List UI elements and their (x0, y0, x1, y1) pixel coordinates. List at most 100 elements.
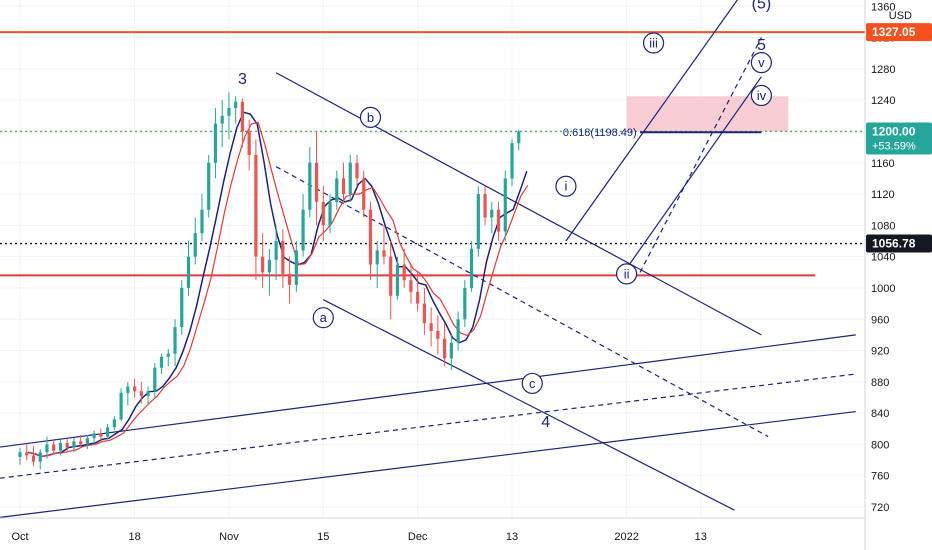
x-tick-label: 18 (128, 531, 140, 543)
wave-label-circle (359, 106, 382, 128)
candle (200, 209, 204, 234)
candle (65, 442, 69, 448)
wave-label-circle (642, 32, 665, 54)
candle (483, 194, 487, 218)
y-tick-label: 720 (871, 502, 889, 514)
candle (227, 107, 231, 116)
wave-label: v (758, 55, 765, 70)
candle (288, 273, 292, 285)
candle (294, 250, 298, 285)
y-tick-label: 800 (871, 439, 889, 451)
candle (254, 154, 258, 257)
price-badge-sub: +53.59% (872, 140, 916, 152)
candle (314, 162, 319, 202)
grid (0, 0, 865, 518)
candle (348, 162, 352, 195)
wave-label: iii (649, 36, 658, 51)
wave-label-circle (312, 307, 334, 329)
candle (517, 131, 521, 144)
candle (106, 427, 110, 437)
time-axis: Oct 18 Nov 15 Dec 13 2022 13 (0, 517, 865, 543)
y-tick-label: 920 (871, 346, 889, 358)
x-tick-label: Oct (11, 531, 28, 543)
wave-label: (5) (752, 0, 772, 12)
candle (281, 241, 285, 274)
candle (180, 287, 184, 328)
x-tick-label: 13 (695, 531, 707, 543)
candle (25, 452, 29, 456)
candle (72, 441, 76, 448)
wave-label: c (529, 376, 536, 391)
x-tick-label: 2022 (614, 531, 638, 543)
wave-label: 4 (541, 414, 550, 431)
candle (52, 444, 56, 451)
candle (261, 256, 265, 273)
wave-label-circle (750, 84, 773, 107)
candle (92, 433, 96, 439)
candle (436, 330, 440, 339)
candle (166, 353, 170, 357)
wave-label: iv (757, 88, 767, 103)
candle (335, 178, 339, 202)
candle (274, 241, 278, 260)
y-tick-label: 840 (871, 408, 889, 420)
price-badge-label: 1200.00 (872, 124, 916, 138)
candle (355, 162, 359, 179)
candle (308, 162, 312, 210)
candles (18, 92, 521, 470)
candle (422, 303, 426, 324)
candle (510, 143, 514, 179)
candle (456, 319, 460, 343)
price-badge (866, 234, 932, 253)
x-tick-label: Nov (219, 531, 239, 543)
currency-label: USD (889, 10, 912, 22)
y-tick-label: 960 (871, 314, 889, 326)
candle (267, 259, 271, 273)
candle (38, 452, 42, 462)
wave-label: 3 (238, 71, 247, 88)
price-axis: 1360132012801240120011601120108010401000… (864, 0, 932, 550)
candle (112, 419, 116, 428)
candle (58, 442, 63, 451)
candle (45, 444, 49, 453)
candle (207, 162, 211, 210)
candle (247, 131, 251, 155)
candle (469, 248, 474, 288)
candle (193, 233, 197, 257)
candle (382, 250, 386, 257)
x-tick-label: 15 (317, 531, 329, 543)
wave-label: a (320, 310, 328, 325)
y-tick-label: 760 (871, 471, 889, 483)
candle (126, 386, 130, 393)
candle (79, 441, 83, 445)
candle (31, 455, 36, 462)
candle (132, 386, 137, 392)
candle (328, 201, 332, 226)
candle (159, 356, 164, 368)
y-tick-label: 1080 (871, 220, 895, 232)
candle (213, 123, 218, 163)
fib-label: 0.618(1198.49) (563, 127, 637, 139)
price-badge (866, 23, 932, 42)
wave-label-circle (555, 175, 577, 197)
candle (429, 323, 433, 331)
x-tick-label: 13 (506, 531, 518, 543)
candle (503, 178, 507, 232)
candle (443, 338, 447, 359)
candle (490, 209, 494, 218)
candle (119, 392, 123, 420)
price-badge-label: 1327.05 (872, 25, 916, 39)
candle (449, 342, 453, 359)
candle (341, 178, 346, 195)
candle (463, 287, 467, 320)
wave-label: i (564, 179, 567, 194)
candle (395, 264, 400, 296)
candle (496, 209, 501, 232)
y-tick-label: 1360 (871, 1, 895, 13)
y-tick-label: 1000 (871, 283, 895, 295)
y-tick-label: 1240 (871, 95, 895, 107)
candle (234, 101, 238, 108)
y-tick-label: 1280 (871, 64, 895, 76)
